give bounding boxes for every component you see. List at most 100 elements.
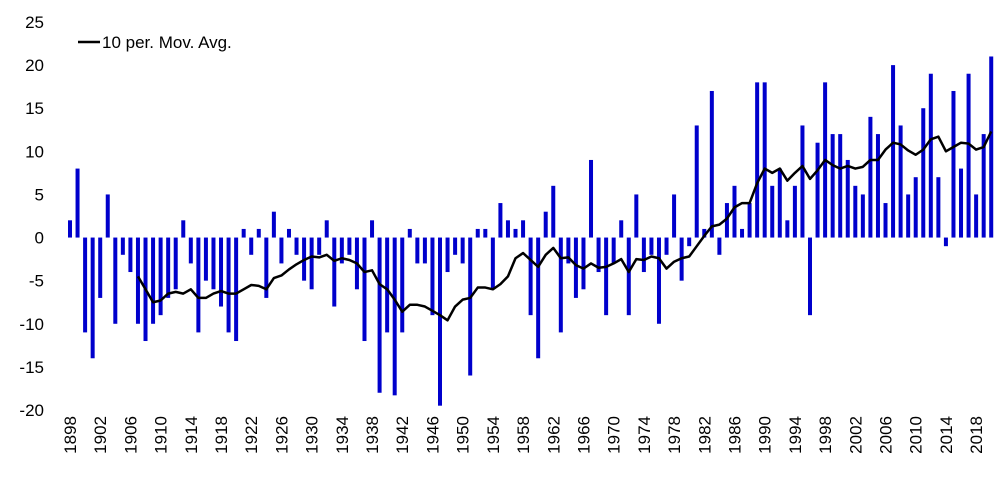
bar [792, 185, 797, 238]
bar [173, 237, 178, 290]
bar [891, 65, 896, 238]
bar [83, 237, 88, 333]
bar [279, 237, 284, 264]
bar [75, 168, 80, 238]
bar [838, 134, 843, 238]
bar [430, 237, 435, 316]
bar [641, 237, 646, 273]
y-tick-label: 10 [25, 142, 44, 161]
bar [68, 220, 73, 238]
bar [694, 125, 699, 238]
y-tick-label: 15 [25, 99, 44, 118]
bar [120, 237, 125, 255]
x-tick-label: 1946 [423, 416, 442, 454]
x-tick-label: 1922 [242, 416, 261, 454]
x-tick-label: 2018 [967, 416, 986, 454]
bar [875, 134, 880, 238]
bar [777, 168, 782, 238]
bar [211, 237, 216, 290]
bar [853, 185, 858, 238]
bar [438, 237, 443, 406]
bar [528, 237, 533, 316]
x-tick-label: 2006 [877, 416, 896, 454]
bar [468, 237, 473, 376]
bar [113, 237, 118, 324]
bar [649, 237, 654, 255]
bar [762, 82, 767, 238]
bar [505, 220, 510, 238]
bar [151, 237, 156, 324]
bar [611, 237, 616, 264]
bar [90, 237, 95, 359]
bar [717, 237, 722, 255]
bar [656, 237, 661, 324]
bar [347, 237, 352, 255]
x-tick-label: 1898 [61, 416, 80, 454]
bar [453, 237, 458, 255]
bar [543, 211, 548, 238]
bar [256, 228, 261, 238]
x-tick-label: 1994 [786, 416, 805, 454]
bar [989, 56, 994, 238]
x-tick-label: 1966 [574, 416, 593, 454]
bar [672, 194, 677, 238]
bar [271, 211, 276, 238]
bar [634, 194, 639, 238]
y-tick-label: 25 [25, 13, 44, 32]
x-tick-label: 1986 [725, 416, 744, 454]
legend-label: 10 per. Mov. Avg. [102, 33, 232, 52]
bar [551, 185, 556, 238]
bar [943, 237, 948, 247]
bar [928, 73, 933, 238]
x-tick-label: 2010 [907, 416, 926, 454]
x-tick-label: 1978 [665, 416, 684, 454]
bar [181, 220, 186, 238]
bar [702, 228, 707, 238]
bar [234, 237, 239, 342]
bar [906, 194, 911, 238]
bar [770, 185, 775, 238]
bar [959, 168, 964, 238]
bar [135, 237, 140, 324]
bar [445, 237, 450, 273]
bar [460, 237, 465, 264]
bar [128, 237, 133, 273]
x-tick-label: 2002 [846, 416, 865, 454]
x-tick-label: 2014 [937, 416, 956, 454]
bar [498, 203, 503, 238]
bar [249, 237, 254, 255]
bar [860, 194, 865, 238]
x-tick-label: 1918 [212, 416, 231, 454]
bar [558, 237, 563, 333]
bar [898, 125, 903, 238]
x-tick-label: 1910 [152, 416, 171, 454]
bar [800, 125, 805, 238]
bar [951, 90, 956, 238]
bar [913, 177, 918, 238]
bar [785, 220, 790, 238]
bar [513, 228, 518, 238]
x-tick-label: 1914 [182, 416, 201, 454]
bar [490, 237, 495, 290]
x-tick-label: 1982 [695, 416, 714, 454]
bar [400, 237, 405, 333]
bar [105, 194, 110, 238]
x-tick-label: 1950 [454, 416, 473, 454]
bar [422, 237, 427, 264]
x-tick-label: 1990 [756, 416, 775, 454]
bar [709, 90, 714, 238]
bar [98, 237, 103, 298]
bar [158, 237, 163, 316]
bar [226, 237, 231, 333]
x-tick-label: 1942 [393, 416, 412, 454]
bar [596, 237, 601, 273]
y-tick-label: -15 [19, 358, 44, 377]
bar [732, 185, 737, 238]
bar [309, 237, 314, 290]
bar [724, 203, 729, 238]
x-tick-label: 1906 [121, 416, 140, 454]
bar [581, 237, 586, 290]
bar [294, 237, 299, 255]
